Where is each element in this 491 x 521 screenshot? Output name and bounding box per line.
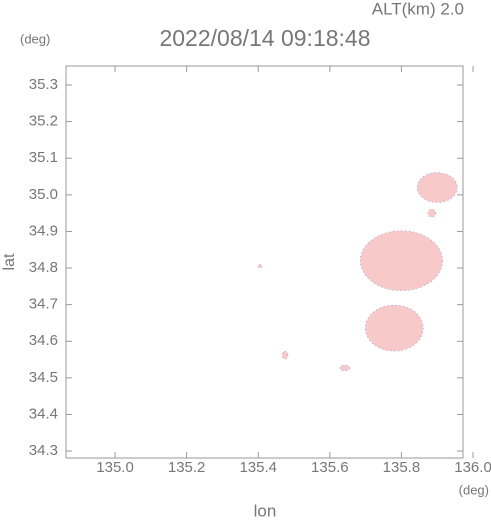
x-tick-label: 135.0	[96, 459, 134, 476]
echo	[257, 264, 263, 269]
y-tick-label: 34.7	[29, 296, 58, 313]
x-tick-label: 135.4	[239, 459, 277, 476]
y-label: lat	[1, 253, 18, 270]
echo	[427, 208, 437, 218]
y-tick-label: 34.9	[29, 222, 58, 239]
y-tick-label: 35.1	[29, 149, 58, 166]
y-tick-label: 34.5	[29, 369, 58, 386]
y-tick-label: 35.0	[29, 186, 58, 203]
altitude-label: ALT(km) 2.0	[372, 0, 464, 18]
echo	[364, 304, 424, 352]
echo	[359, 230, 443, 292]
echo	[281, 350, 289, 360]
y-tick-label: 34.6	[29, 332, 58, 349]
y-tick-label: 34.8	[29, 259, 58, 276]
x-unit: (deg)	[459, 482, 489, 497]
y-unit: (deg)	[20, 31, 50, 46]
y-tick-label: 34.4	[29, 405, 58, 422]
plot-frame	[65, 65, 464, 459]
echo	[416, 172, 458, 203]
x-label: lon	[254, 501, 277, 520]
y-tick-label: 35.2	[29, 113, 58, 130]
y-tick-label: 34.3	[29, 442, 58, 459]
echo	[339, 364, 351, 372]
x-tick-label: 136.0	[454, 459, 491, 476]
y-tick-label: 35.3	[29, 76, 58, 93]
chart-title: 2022/08/14 09:18:48	[159, 25, 370, 51]
x-tick-label: 135.2	[168, 459, 206, 476]
x-tick-label: 135.6	[311, 459, 349, 476]
x-tick-label: 135.8	[383, 459, 421, 476]
